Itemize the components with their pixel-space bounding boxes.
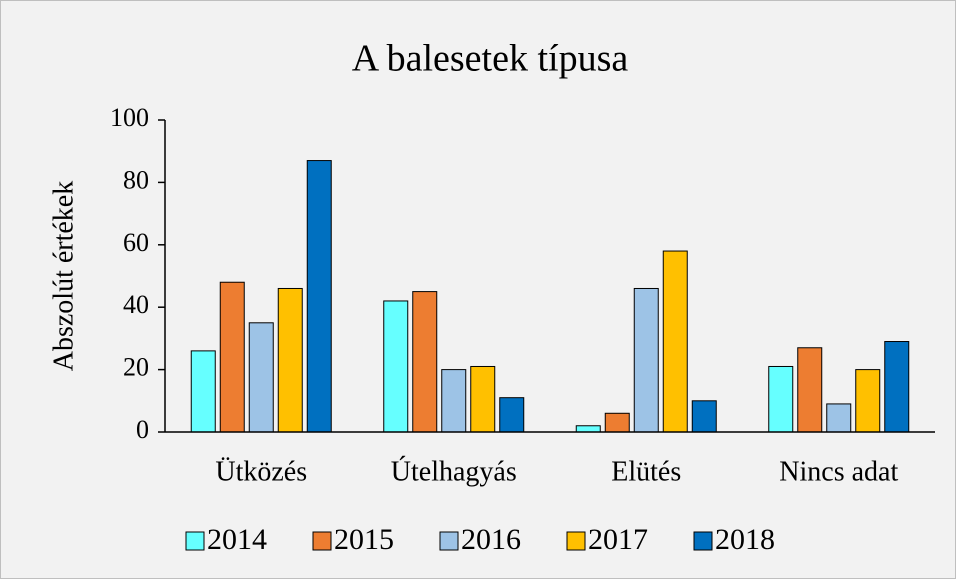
bar (575, 425, 601, 433)
bar (604, 412, 630, 433)
legend-label: 2017 (588, 523, 648, 556)
y-tick-label: 100 (110, 103, 149, 132)
chart-title: A balesetek típusa (352, 38, 629, 80)
legend-label: 2015 (334, 523, 394, 556)
x-tick-label: Elütés (611, 456, 681, 487)
legend-swatch (185, 531, 205, 551)
y-tick-label: 80 (123, 165, 149, 194)
bar (277, 287, 303, 433)
bar (691, 400, 717, 433)
bar (884, 341, 910, 433)
bar (768, 365, 794, 433)
x-tick-label: Útelhagyás (391, 456, 517, 487)
y-tick-label: 60 (123, 228, 149, 257)
bar (248, 322, 274, 433)
bar (855, 369, 881, 433)
bar (499, 397, 525, 433)
y-tick-label: 0 (136, 415, 149, 444)
bar (826, 403, 852, 433)
legend-label: 2014 (207, 523, 267, 556)
bar (662, 250, 688, 433)
y-tick-label: 20 (123, 353, 149, 382)
legend-swatch (693, 531, 713, 551)
legend-swatch (566, 531, 586, 551)
bar (633, 287, 659, 433)
bar (441, 369, 467, 433)
legend-label: 2018 (715, 523, 775, 556)
bar (470, 365, 496, 433)
x-tick-label: Nincs adat (779, 456, 898, 487)
bar (190, 350, 216, 433)
bar (383, 300, 409, 433)
x-tick-label: Ütközés (215, 456, 307, 487)
y-tick-label: 40 (123, 290, 149, 319)
bar (412, 291, 438, 433)
legend-label: 2016 (461, 523, 521, 556)
legend-swatch (439, 531, 459, 551)
bar (797, 347, 823, 433)
bar (219, 281, 245, 433)
bar (306, 160, 332, 433)
legend-swatch (312, 531, 332, 551)
y-axis-label: Abszolút értékek (48, 181, 79, 372)
